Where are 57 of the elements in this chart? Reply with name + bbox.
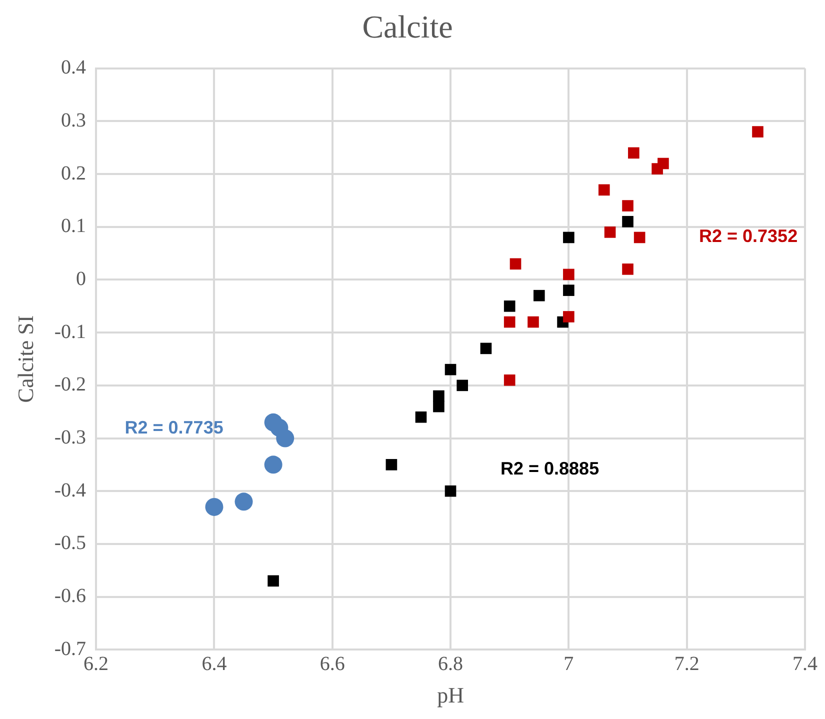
point xyxy=(444,364,456,376)
point xyxy=(622,264,634,275)
point xyxy=(504,374,516,386)
y-tick-label: 0.1 xyxy=(61,215,86,238)
y-tick-label: -0.4 xyxy=(54,479,86,502)
y-tick-label: -0.3 xyxy=(54,426,86,449)
point xyxy=(752,126,764,138)
annotation: R2 = 0.7352 xyxy=(698,226,798,246)
point xyxy=(268,575,279,587)
point xyxy=(622,216,634,228)
x-tick-label: 7.2 xyxy=(674,652,700,675)
point xyxy=(456,380,468,392)
point xyxy=(528,316,539,328)
point xyxy=(604,226,616,238)
point xyxy=(386,459,398,470)
point xyxy=(598,184,610,196)
y-tick-label: -0.2 xyxy=(54,374,86,396)
point xyxy=(563,232,574,244)
x-tick-label: 7 xyxy=(564,652,574,675)
y-tick-label: 0.4 xyxy=(61,56,86,79)
point xyxy=(205,498,224,516)
annotation: R2 = 0.7735 xyxy=(124,418,224,438)
point xyxy=(234,492,253,511)
point xyxy=(264,456,282,474)
y-tick-label: 0 xyxy=(76,268,86,290)
point xyxy=(563,268,574,280)
y-tick-label: -0.6 xyxy=(54,585,86,608)
y-tick-label: -0.5 xyxy=(54,532,86,554)
point xyxy=(433,400,444,412)
x-tick-label: 7.4 xyxy=(792,652,818,675)
chart-title: Calcite xyxy=(362,8,453,45)
annotation: R2 = 0.8885 xyxy=(500,458,600,478)
y-axis-title: Calcite SI xyxy=(12,315,38,403)
y-tick-label: -0.7 xyxy=(54,638,86,660)
point xyxy=(444,485,456,497)
point xyxy=(622,200,634,212)
point xyxy=(433,390,444,402)
point xyxy=(563,284,574,296)
y-tick-label: 0.2 xyxy=(61,162,86,184)
point xyxy=(504,300,516,312)
x-tick-label: 6.8 xyxy=(438,652,464,675)
y-tick-label: -0.1 xyxy=(54,320,86,343)
point xyxy=(634,232,646,244)
point xyxy=(510,258,522,270)
y-tick-label: 0.3 xyxy=(61,109,86,132)
point xyxy=(533,290,545,302)
x-tick-label: 6.4 xyxy=(202,652,227,675)
x-axis-title: pH xyxy=(437,682,464,708)
point xyxy=(415,411,427,423)
point xyxy=(276,429,294,448)
point xyxy=(504,316,516,328)
point xyxy=(480,342,492,354)
x-tick-label: 6.2 xyxy=(84,652,109,675)
point xyxy=(563,311,574,322)
point xyxy=(628,147,640,159)
x-tick-label: 6.6 xyxy=(320,652,345,675)
point xyxy=(658,158,669,170)
